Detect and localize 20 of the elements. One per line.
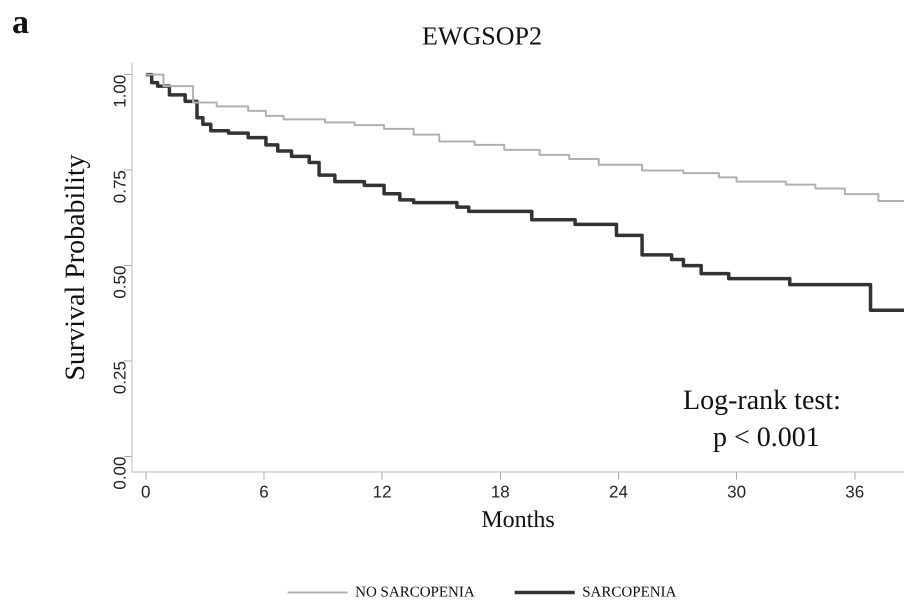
- x-tick-label: 24: [608, 482, 628, 502]
- x-tick-label: 6: [259, 482, 269, 502]
- x-tick-label: 30: [727, 482, 746, 502]
- y-tick-label: 0.75: [110, 170, 130, 204]
- x-tick-label: 0: [141, 482, 151, 502]
- y-tick-label: 1.00: [110, 74, 130, 108]
- y-tick-label: 0.00: [110, 456, 130, 490]
- y-tick-label: 0.50: [110, 266, 130, 299]
- legend-label: NO SARCOPENIA: [355, 584, 475, 600]
- annotation: p < 0.001: [713, 422, 820, 454]
- chart-title: EWGSOP2: [422, 21, 542, 50]
- x-axis-title: Months: [481, 506, 555, 533]
- y-axis-title: Survival Probability: [60, 154, 92, 381]
- x-tick-label: 12: [372, 482, 392, 502]
- x-tick-label: 36: [845, 482, 864, 502]
- legend-label: SARCOPENIA: [582, 584, 677, 600]
- text: a: [12, 4, 29, 42]
- y-tick-label: 0.25: [110, 361, 130, 394]
- annotation: Log-rank test:: [683, 385, 841, 417]
- x-tick-label: 18: [490, 482, 510, 502]
